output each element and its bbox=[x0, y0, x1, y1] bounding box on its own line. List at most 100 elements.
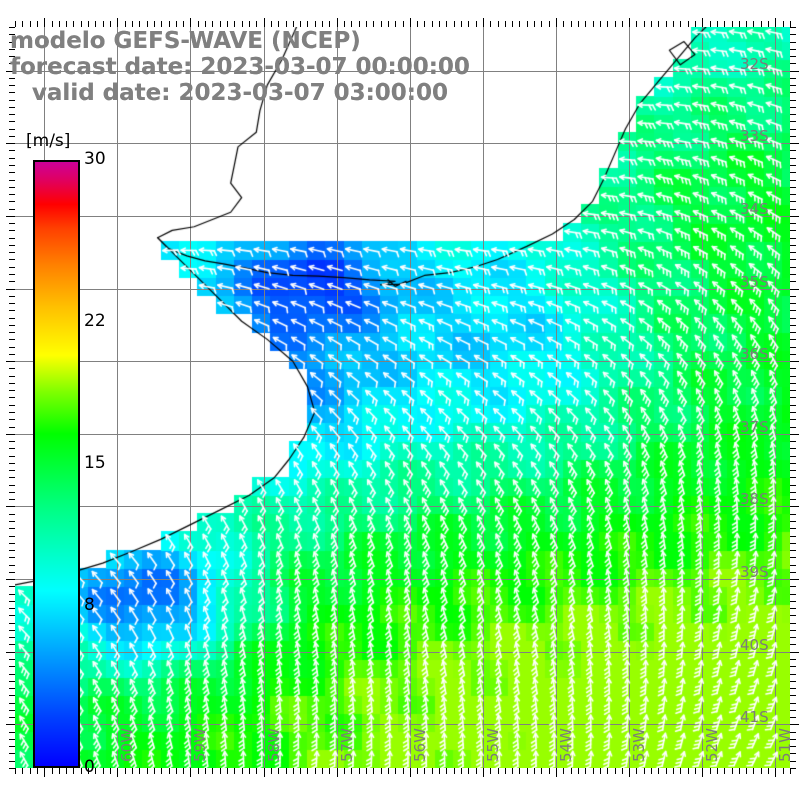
tick bbox=[790, 136, 796, 137]
tick bbox=[9, 114, 15, 115]
tick bbox=[344, 768, 345, 774]
tick bbox=[753, 768, 754, 774]
tick bbox=[578, 768, 579, 774]
tick bbox=[739, 21, 740, 27]
tick bbox=[59, 768, 60, 774]
tick bbox=[790, 361, 799, 362]
tick bbox=[790, 49, 796, 50]
tick bbox=[9, 223, 15, 224]
tick bbox=[154, 21, 155, 27]
tick bbox=[125, 21, 126, 27]
tick bbox=[790, 761, 796, 762]
colorbar-unit-label: [m/s] bbox=[26, 131, 71, 151]
longitude-label: 56W bbox=[410, 728, 429, 762]
tick bbox=[790, 572, 796, 573]
tick bbox=[790, 281, 796, 282]
tick bbox=[9, 463, 15, 464]
tick bbox=[117, 18, 118, 27]
tick bbox=[651, 21, 652, 27]
tick bbox=[527, 21, 528, 27]
tick bbox=[9, 441, 15, 442]
tick bbox=[534, 768, 535, 774]
tick bbox=[454, 768, 455, 774]
tick bbox=[9, 259, 15, 260]
tick bbox=[9, 267, 15, 268]
colorbar[interactable] bbox=[33, 160, 80, 768]
tick bbox=[44, 768, 45, 777]
tick bbox=[30, 768, 31, 774]
tick bbox=[615, 21, 616, 27]
longitude-label: 53W bbox=[630, 728, 649, 762]
tick bbox=[607, 768, 608, 774]
tick bbox=[790, 267, 796, 268]
tick bbox=[541, 21, 542, 27]
tick bbox=[256, 21, 257, 27]
tick bbox=[688, 768, 689, 774]
tick bbox=[790, 565, 796, 566]
tick bbox=[300, 21, 301, 27]
tick bbox=[761, 768, 762, 774]
tick bbox=[512, 21, 513, 27]
tick bbox=[9, 136, 15, 137]
tick bbox=[461, 21, 462, 27]
tick bbox=[600, 768, 601, 774]
tick bbox=[9, 644, 15, 645]
tick bbox=[6, 434, 15, 435]
tick bbox=[417, 768, 418, 774]
map-title-block: modelo GEFS-WAVE (NCEP) forecast date: 2… bbox=[10, 28, 470, 106]
tick bbox=[234, 768, 235, 774]
tick bbox=[9, 703, 15, 704]
tick bbox=[212, 768, 213, 774]
tick bbox=[110, 21, 111, 27]
tick bbox=[790, 746, 796, 747]
tick bbox=[359, 768, 360, 774]
tick bbox=[505, 768, 506, 774]
tick bbox=[15, 768, 16, 774]
tick bbox=[9, 209, 15, 210]
tick bbox=[9, 49, 15, 50]
tick bbox=[790, 245, 796, 246]
tick bbox=[790, 434, 799, 435]
tick bbox=[381, 768, 382, 774]
tick bbox=[585, 768, 586, 774]
tick bbox=[790, 739, 796, 740]
latitude-label: 38S bbox=[740, 490, 769, 509]
tick bbox=[337, 768, 338, 777]
tick bbox=[9, 107, 15, 108]
tick bbox=[483, 18, 484, 27]
tick bbox=[636, 21, 637, 27]
tick bbox=[790, 659, 796, 660]
tick bbox=[147, 768, 148, 774]
wind-vector-layer bbox=[15, 27, 790, 768]
tick bbox=[498, 768, 499, 774]
tick bbox=[103, 21, 104, 27]
tick bbox=[351, 768, 352, 774]
tick bbox=[790, 717, 796, 718]
tick bbox=[468, 21, 469, 27]
tick bbox=[790, 427, 796, 428]
tick bbox=[790, 165, 796, 166]
tick bbox=[154, 768, 155, 774]
tick bbox=[9, 761, 15, 762]
tick bbox=[9, 732, 15, 733]
tick bbox=[9, 637, 15, 638]
tick bbox=[556, 18, 557, 27]
tick bbox=[271, 21, 272, 27]
tick bbox=[9, 427, 15, 428]
map-plot-area[interactable] bbox=[15, 27, 790, 768]
tick bbox=[790, 143, 799, 144]
tick bbox=[790, 623, 796, 624]
tick bbox=[790, 550, 796, 551]
tick bbox=[9, 78, 15, 79]
tick bbox=[322, 768, 323, 774]
tick bbox=[264, 18, 265, 27]
tick bbox=[790, 477, 796, 478]
tick bbox=[790, 259, 796, 260]
tick bbox=[373, 21, 374, 27]
tick bbox=[790, 397, 796, 398]
tick bbox=[790, 695, 796, 696]
colorbar-tick-label: 30 bbox=[84, 149, 106, 169]
colorbar-tick-label: 22 bbox=[84, 311, 106, 332]
tick bbox=[169, 21, 170, 27]
tick bbox=[9, 695, 15, 696]
